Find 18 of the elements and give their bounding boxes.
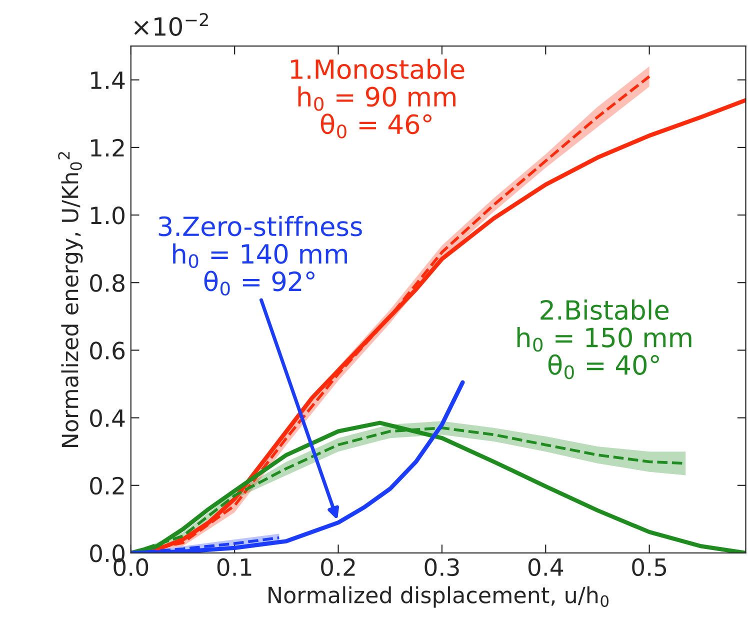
x-tick-label: 0.3 xyxy=(424,558,459,576)
text: 1.Monostable h$_{0}$ = 90 mm θ$_{0}$ = 46° xyxy=(290,58,464,138)
y-tick-label: 0.6 xyxy=(90,342,125,360)
y-axis-title: Normalized energy, U/Kh$_{0}$$^{2}$ xyxy=(58,152,83,448)
x-tick-label: 0.2 xyxy=(321,558,355,576)
y-tick-label: 0.8 xyxy=(90,274,124,292)
x-tick-label: 0.5 xyxy=(632,558,666,576)
y-tick-label: 1.2 xyxy=(91,138,124,156)
x-axis-title: Normalized displacement, u/h$_{0}$ xyxy=(268,586,609,608)
x-tick-label: 0.1 xyxy=(217,558,252,576)
x-tick-label: 0.4 xyxy=(528,558,564,576)
y-tick-label: 0.4 xyxy=(90,409,125,428)
text: 2.Bistable h$_{0}$ = 150 mm θ$_{0}$ = 40° xyxy=(517,300,692,380)
y-tick-label: 1.4 xyxy=(91,72,125,89)
y-tick-label: 0.2 xyxy=(90,476,124,495)
text: 3.Zero-stiffness h$_{0}$ = 140 mm θ$_{0}$ = 92° xyxy=(158,216,362,296)
text: ×10$^{−2}$ xyxy=(134,13,208,36)
y-tick-label: 1.0 xyxy=(91,206,124,224)
